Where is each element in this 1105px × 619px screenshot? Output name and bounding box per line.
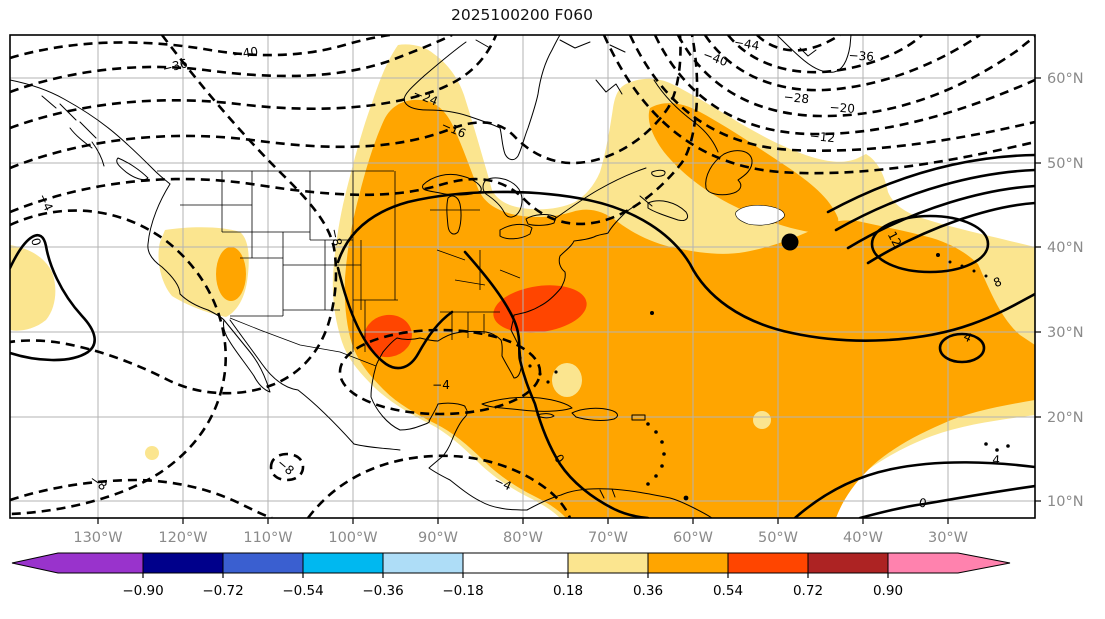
y-tick-label: 20°N: [1047, 410, 1084, 426]
contour-label-dashed: −36: [848, 48, 874, 64]
colorbar-tick-label: −0.18: [442, 583, 483, 599]
colorbar-under-arrow: [11, 552, 144, 574]
colorbar-tick-label: 0.54: [713, 583, 743, 599]
colorbar-segment: [807, 552, 889, 574]
contour-label-dashed: −28: [783, 90, 810, 107]
y-tick-label: 40°N: [1047, 240, 1084, 256]
x-tick-label: 100°W: [328, 530, 377, 546]
y-tick-label: 50°N: [1047, 156, 1084, 172]
colorbar-segment: [382, 552, 464, 574]
x-tick-label: 120°W: [158, 530, 207, 546]
y-tick-label: 30°N: [1047, 325, 1084, 341]
shading-orange-main: [344, 99, 1035, 518]
x-tick-label: 80°W: [503, 530, 543, 546]
dashed-contours: [10, 35, 1035, 518]
contour-label-solid: 12: [885, 229, 905, 249]
x-tick-label: 40°W: [843, 530, 883, 546]
colorbar-tick-label: −0.36: [362, 583, 403, 599]
contour-label-dashed: −4: [432, 378, 450, 392]
shading-yellow-small-blob: [145, 446, 159, 460]
shading-orange-labrador: [648, 103, 839, 234]
colorbar-tick-label: −0.90: [122, 583, 163, 599]
y-tick-label: 60°N: [1047, 71, 1084, 87]
shading-yellow-bahamas-gap: [552, 363, 582, 397]
colorbar-segment: [647, 552, 729, 574]
x-tick-label: 90°W: [418, 530, 458, 546]
contour-label-dashed: −4: [36, 191, 56, 213]
shading-orange-ca-nv-core: [216, 247, 246, 301]
colorbar-segment: [567, 552, 649, 574]
contour-label-dashed: −20: [829, 100, 855, 116]
state-borders: [157, 170, 521, 367]
contour-label-dashed: −36: [161, 56, 189, 76]
colorbar-tick-label: −0.72: [202, 583, 243, 599]
shading-yellow-atlantic-dot: [753, 411, 771, 429]
x-tick-label: 50°W: [758, 530, 798, 546]
colorbar: −0.90 −0.72 −0.54 −0.36 −0.18 0.18 0.36 0.54 0.7…: [11, 552, 1011, 599]
shading-red-carolinas: [493, 285, 587, 333]
lat-lon-grid: [10, 35, 1035, 518]
plot-title: 2025100200 F060: [451, 6, 593, 24]
axis-tick-labels: 130°W 120°W 110°W 100°W 90°W 80°W 70°W 60°W 50°W…: [73, 71, 1083, 546]
contour-label-dashed: −44: [733, 35, 760, 53]
x-tick-label: 60°W: [673, 530, 713, 546]
shading-yellow-offshore-ca: [10, 245, 56, 331]
colorbar-segment: [302, 552, 384, 574]
black-dot-marker: [781, 233, 799, 251]
shading-white-eye: [735, 204, 785, 226]
location-marker: [781, 233, 799, 251]
contour-label-dashed: −12: [809, 129, 836, 146]
colorbar-segment: [462, 552, 569, 574]
solid-contours: [10, 153, 1035, 518]
colorbar-segment: [142, 552, 224, 574]
contour-label-dashed: −4: [492, 473, 514, 493]
colorbar-tick-label: 0.90: [873, 583, 903, 599]
colorbar-over-arrow: [887, 552, 1011, 574]
x-tick-label: 130°W: [73, 530, 122, 546]
colorbar-tick-label: 0.18: [553, 583, 583, 599]
colorbar-tick-label: 0.72: [793, 583, 823, 599]
colorbar-tick-label: −0.54: [282, 583, 323, 599]
x-tick-label: 30°W: [928, 530, 968, 546]
axis-ticks: [97, 77, 1041, 524]
colorbar-tick-label: 0.36: [633, 583, 663, 599]
contour-label-solid: 4: [992, 453, 1000, 467]
contour-label-solid: 0: [918, 496, 928, 511]
colorbar-segment: [727, 552, 809, 574]
x-tick-label: 110°W: [243, 530, 292, 546]
x-tick-label: 70°W: [588, 530, 628, 546]
y-tick-label: 10°N: [1047, 494, 1084, 510]
contour-label-dashed: −8: [327, 227, 344, 247]
colorbar-segment: [222, 552, 304, 574]
contour-label-dashed: −40: [232, 44, 259, 61]
contour-label-solid: 0: [28, 236, 44, 247]
